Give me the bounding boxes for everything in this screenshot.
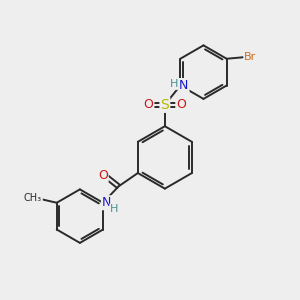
Text: S: S — [160, 98, 169, 112]
Text: N: N — [102, 196, 111, 209]
Text: Br: Br — [244, 52, 256, 62]
Text: O: O — [144, 98, 154, 111]
Text: O: O — [176, 98, 186, 111]
Text: O: O — [98, 169, 108, 182]
Text: H: H — [110, 204, 118, 214]
Text: H: H — [169, 79, 178, 89]
Text: CH₃: CH₃ — [24, 193, 42, 203]
Text: N: N — [179, 79, 189, 92]
